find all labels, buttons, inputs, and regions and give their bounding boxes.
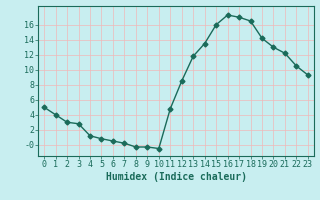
X-axis label: Humidex (Indice chaleur): Humidex (Indice chaleur) [106,172,246,182]
